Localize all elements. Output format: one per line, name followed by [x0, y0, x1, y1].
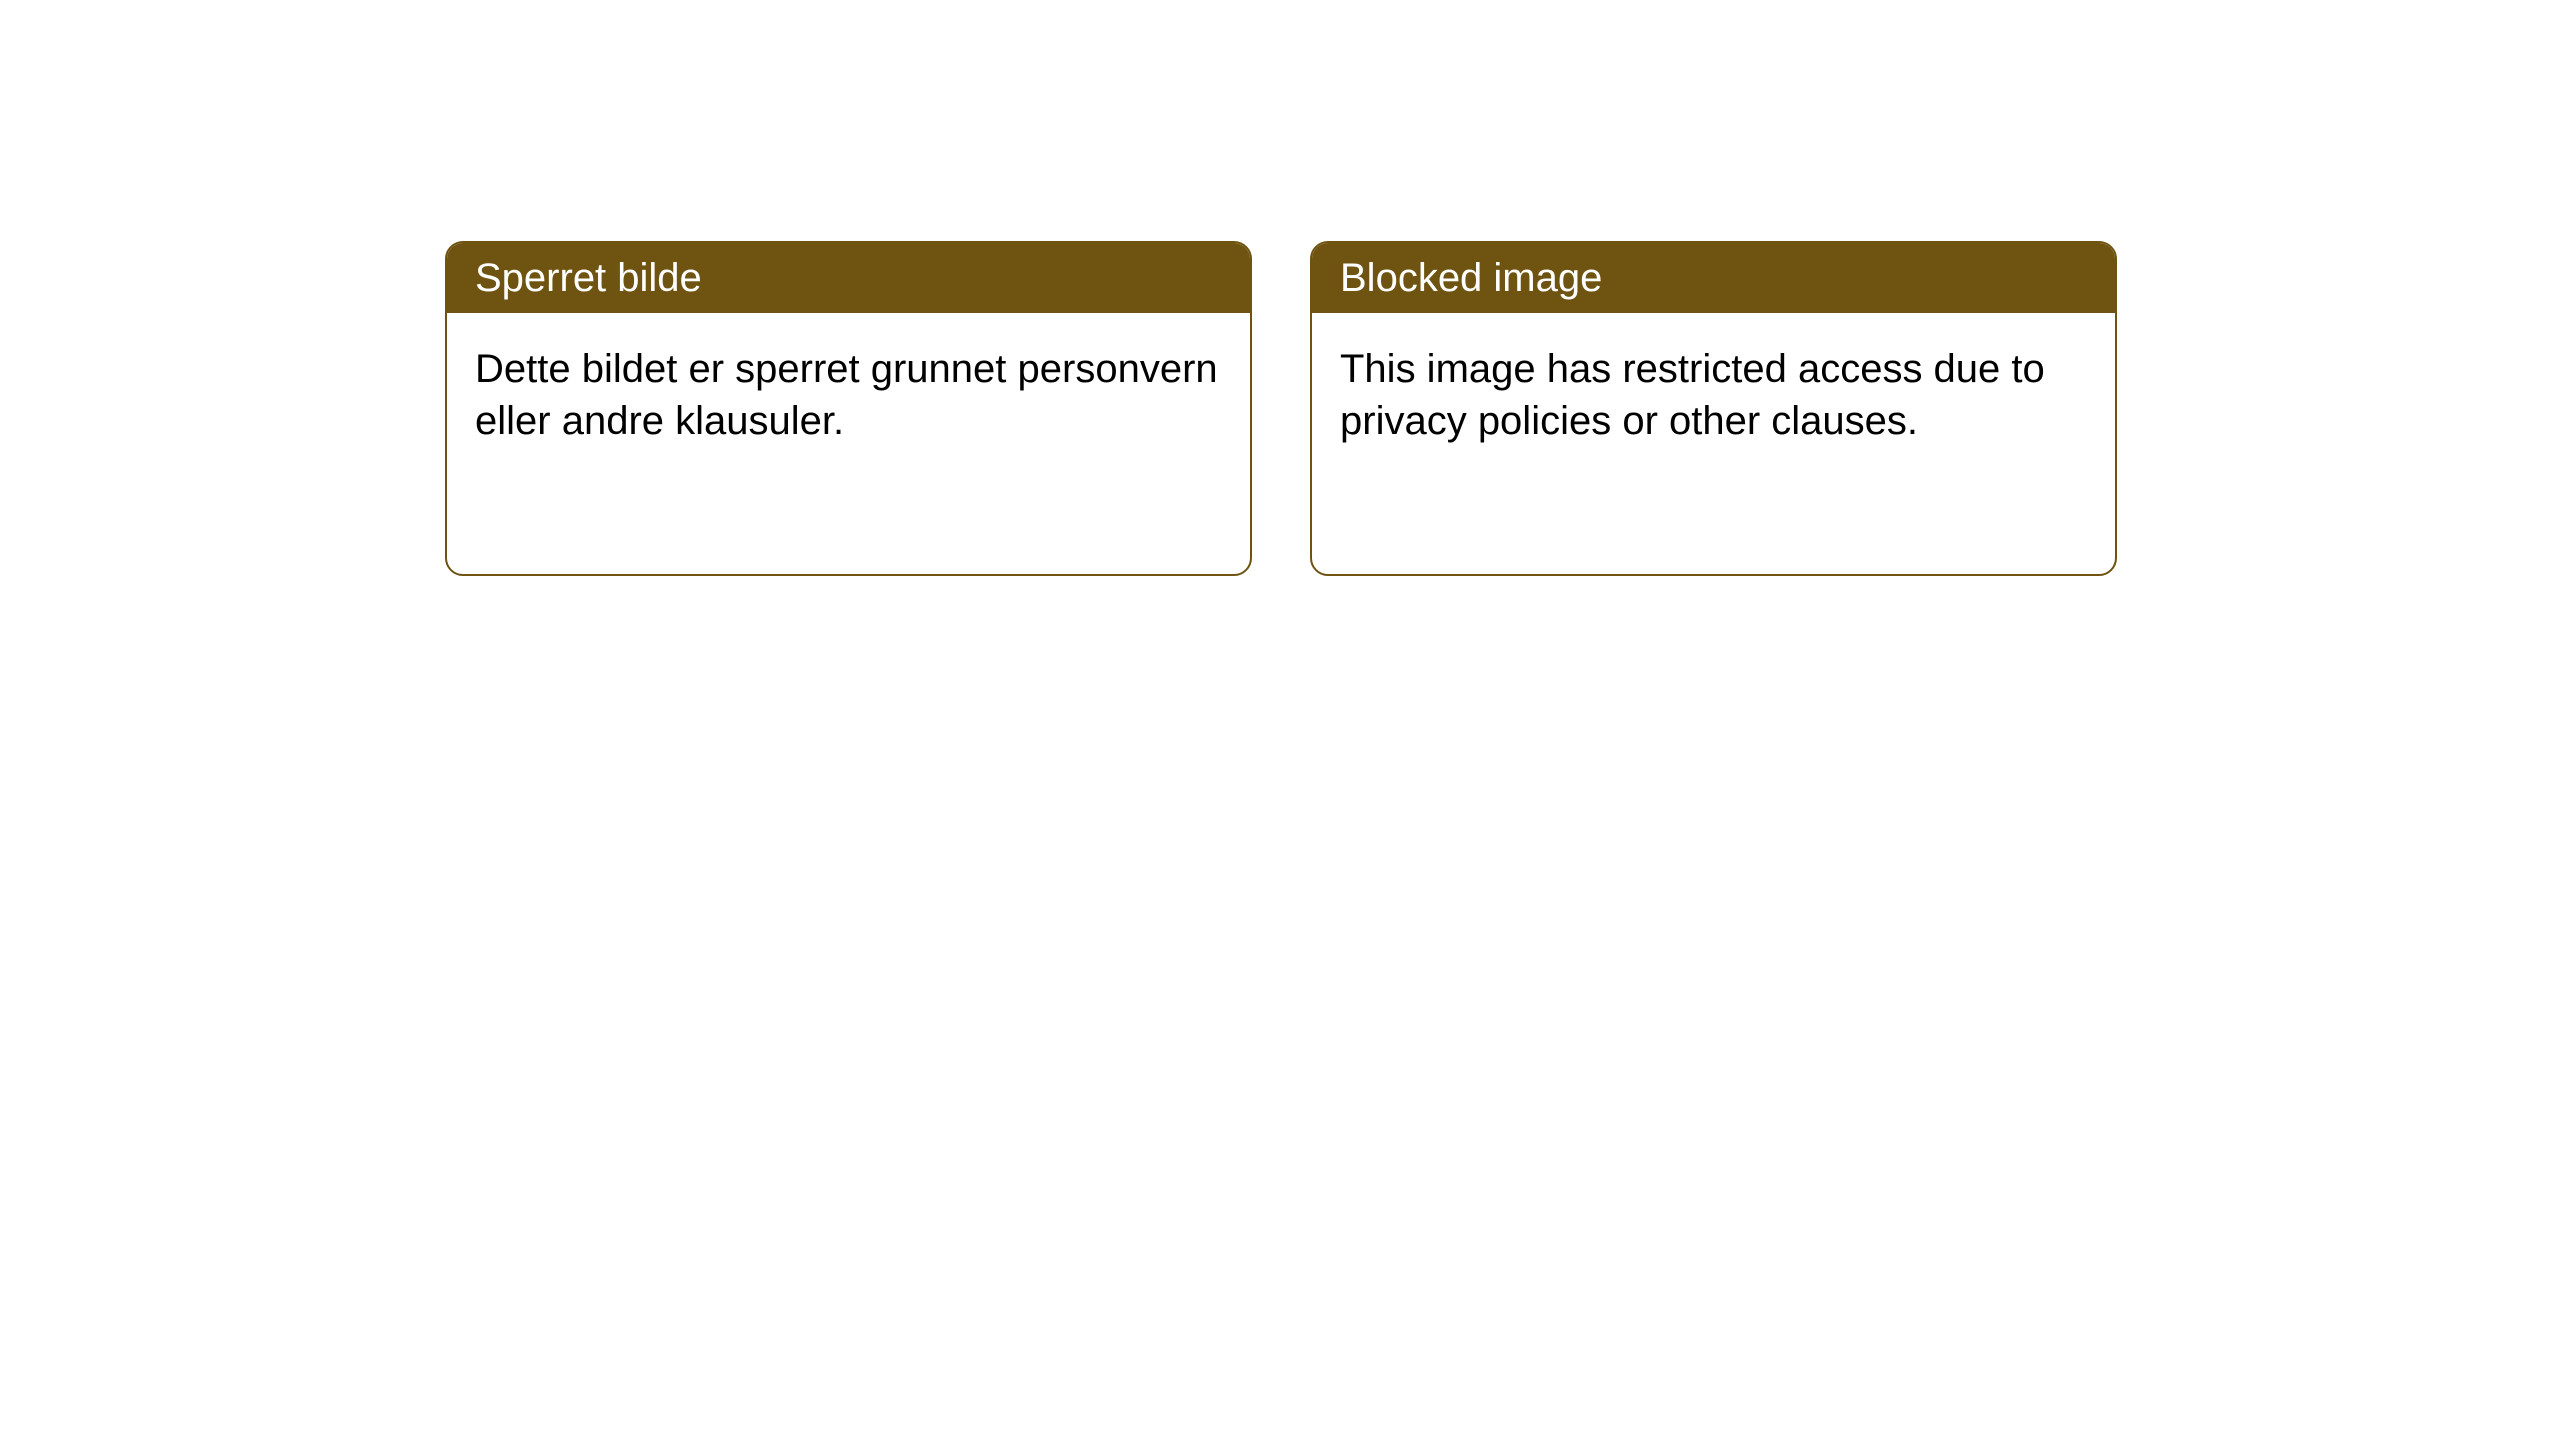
notice-container: Sperret bilde Dette bildet er sperret gr…	[0, 0, 2560, 576]
card-body: This image has restricted access due to …	[1312, 313, 2115, 477]
card-header: Sperret bilde	[447, 243, 1250, 313]
card-body: Dette bildet er sperret grunnet personve…	[447, 313, 1250, 477]
blocked-image-card-en: Blocked image This image has restricted …	[1310, 241, 2117, 576]
blocked-image-card-no: Sperret bilde Dette bildet er sperret gr…	[445, 241, 1252, 576]
card-header: Blocked image	[1312, 243, 2115, 313]
